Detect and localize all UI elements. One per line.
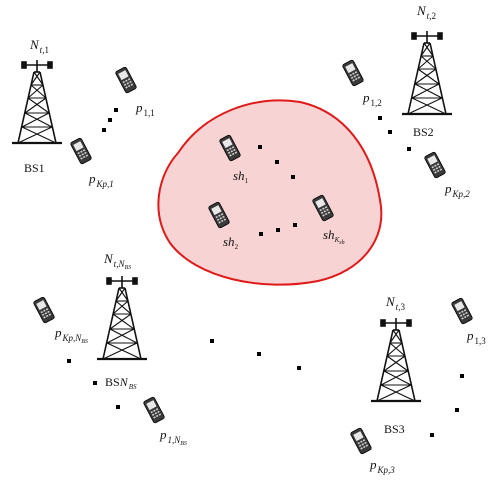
user-label-pkp2: pKp,2 <box>445 181 470 199</box>
antenna-label-bs2: Nt,2 <box>417 3 436 21</box>
station-name-bs1: BS1 <box>24 161 45 175</box>
station-name-bs2: BS2 <box>413 125 434 139</box>
mobile-phone-icon-p13 <box>450 297 474 325</box>
user-label-p12: p1,2 <box>363 90 382 108</box>
user-label-pkp1: pKp,1 <box>89 171 114 189</box>
antenna-label-bs1: Nt,1 <box>30 37 49 55</box>
user-label-pkpnbs: pKp,NBS <box>55 325 88 345</box>
mobile-phone-icon-p11 <box>114 66 138 94</box>
shared-region <box>157 99 383 286</box>
antenna-label-bsnbs: Nt,NBS <box>104 251 132 271</box>
shared-user-label-sh2: sh2 <box>223 234 239 251</box>
mobile-phone-icon-pkp2 <box>423 151 447 179</box>
mobile-phone-icon-pkp3 <box>349 427 373 455</box>
tower-icon-bs1 <box>10 58 64 145</box>
mobile-phone-icon-pkpnbs <box>32 296 56 324</box>
user-label-p11: p1,1 <box>136 100 155 118</box>
mobile-phone-icon-p12 <box>341 59 365 87</box>
antenna-label-bs3: Nt,3 <box>386 294 405 312</box>
shared-user-label-sh1: sh1 <box>233 168 249 185</box>
user-label-pkp3: pKp,3 <box>370 457 395 475</box>
mobile-phone-icon-p1nbs <box>142 396 166 424</box>
tower-icon-bs2 <box>400 29 454 116</box>
station-name-bs3: BS3 <box>384 422 405 436</box>
mobile-phone-icon-pkp1 <box>69 137 93 165</box>
tower-icon-bsnbs <box>95 274 149 361</box>
ellipsis-dots <box>67 108 464 437</box>
shared-user-label-shksh: shKsh <box>323 227 345 246</box>
user-label-p1nbs: p1,NBS <box>160 427 187 447</box>
user-label-p13: p1,3 <box>467 328 486 346</box>
tower-icon-bs3 <box>369 316 423 403</box>
station-name-bsnbs: BSNBS <box>105 375 137 391</box>
